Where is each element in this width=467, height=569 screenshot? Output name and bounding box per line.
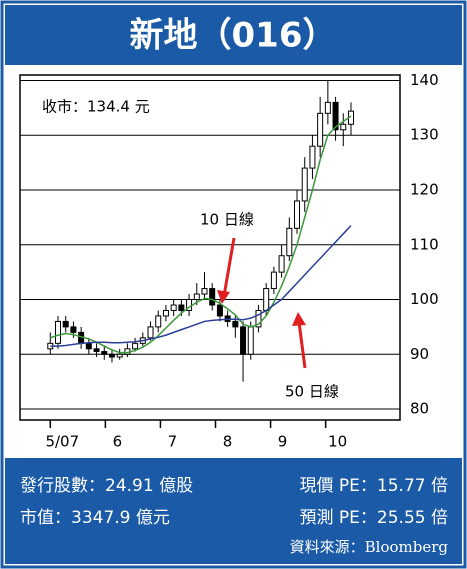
chart-title: 新地（016） (130, 16, 337, 56)
close-annotation: 收市：134.4 元 (42, 98, 150, 116)
x-tick-label: 8 (223, 433, 233, 451)
ma-line (50, 225, 352, 347)
candle-body (162, 309, 169, 317)
candle-body (132, 342, 139, 350)
candle-body (116, 353, 123, 358)
footer-text: 發行股數：24.91 億股 (20, 476, 193, 496)
candle-body (294, 200, 301, 229)
candle-body (216, 304, 223, 317)
candle-body (178, 304, 185, 311)
candle-body (317, 112, 324, 147)
ma-line (50, 115, 352, 354)
candle-body (255, 309, 262, 328)
candle-body (301, 167, 308, 202)
y-tick-label: 120 (410, 181, 439, 199)
y-tick-label: 130 (410, 126, 439, 144)
candle-body (93, 348, 100, 353)
candle-body (147, 326, 154, 339)
candle-body (309, 145, 316, 169)
y-tick-label: 140 (410, 71, 439, 89)
arrow-head (292, 312, 306, 326)
candle-body (278, 255, 285, 273)
candle-body (247, 326, 254, 355)
x-tick-label: 6 (113, 433, 123, 451)
footer-bar (5, 458, 462, 564)
candle-body (201, 288, 208, 295)
ma10-label: 10 日線 (200, 211, 254, 229)
x-tick-label: 7 (168, 433, 178, 451)
x-tick-label: 9 (278, 433, 288, 451)
arrow-head (217, 290, 230, 304)
candle-body (155, 315, 162, 328)
y-tick-label: 100 (410, 290, 439, 308)
candle-body (232, 320, 239, 328)
footer-text: 市值：3347.9 億元 (20, 508, 170, 528)
candle-body (170, 304, 177, 311)
candle-body (340, 123, 347, 131)
candle-body (70, 326, 77, 333)
ma50-label: 50 日線 (285, 383, 339, 401)
candle-body (55, 320, 61, 344)
source: 資料來源：Bloomberg (290, 538, 449, 556)
candle-body (209, 288, 216, 306)
plot-area (19, 74, 401, 421)
y-tick-label: 110 (410, 235, 439, 253)
candle-body (101, 351, 108, 355)
candle-body (286, 227, 293, 257)
candle-body (193, 293, 200, 301)
x-tick-label: 5/07 (45, 433, 79, 451)
arrow (297, 321, 307, 369)
candle-body (85, 342, 92, 350)
candle-body (332, 101, 339, 131)
candle-body (263, 288, 270, 311)
arrow (222, 237, 236, 297)
x-tick-label: 10 (328, 433, 347, 451)
candle-body (270, 271, 277, 290)
candle-body (324, 101, 331, 114)
candle-body (62, 320, 69, 328)
candle-body (240, 326, 247, 355)
footer-text: 現價 PE：15.77 倍 (300, 476, 448, 496)
y-tick-label: 90 (410, 345, 429, 363)
title-bar (5, 5, 462, 65)
candle-body (108, 353, 115, 358)
y-tick-label: 80 (410, 400, 429, 418)
footer-text: 預測 PE：25.55 倍 (300, 508, 448, 528)
